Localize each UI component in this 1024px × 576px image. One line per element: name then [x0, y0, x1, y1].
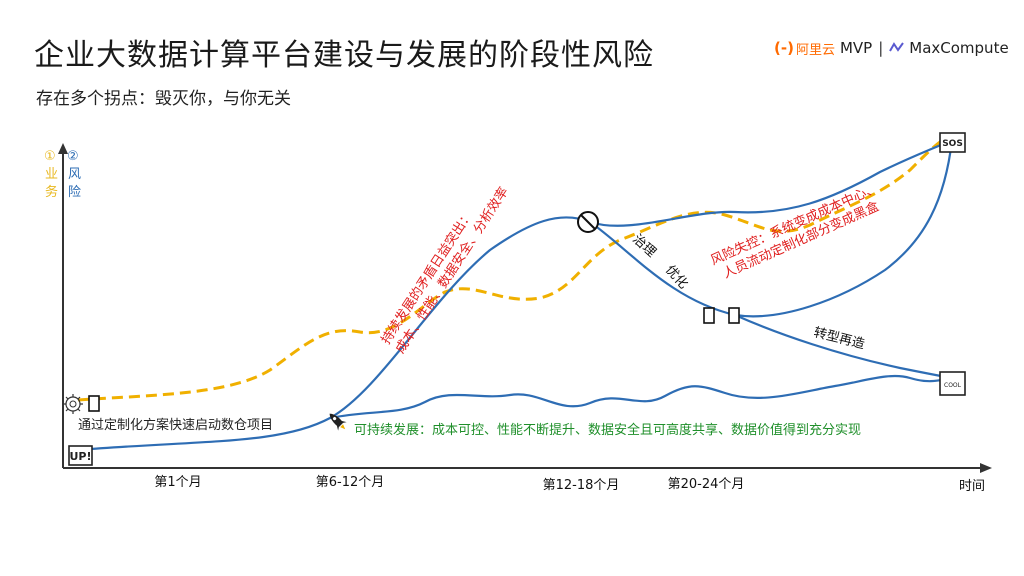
x-axis-arrow-icon — [980, 463, 992, 473]
legend-risk-char-2: 险 — [68, 185, 81, 200]
legend-business-num: ① — [44, 149, 56, 164]
cool-marker-label: COOL — [944, 382, 962, 389]
x-tick-2: 第6-12个月 — [316, 475, 385, 490]
optimize-annotation: 优化 — [662, 263, 691, 292]
sustainable-curve — [329, 374, 953, 420]
sos-marker-box — [939, 132, 966, 153]
risk-curve-upward — [77, 139, 953, 452]
y-axis-arrow-icon — [58, 143, 68, 154]
phone-icon — [88, 395, 100, 412]
business-curve — [77, 133, 953, 402]
conflict-annotation-line2: 成本、性能、数据安全、分析效率 — [392, 184, 512, 356]
start-annotation: 通过定制化方案快速启动数仓项目 — [78, 417, 273, 433]
legend-risk-num: ② — [67, 149, 79, 164]
sustainable-annotation: 可持续发展：成本可控、性能不断提升、数据安全且可高度共享、数据价值得到充分实现 — [354, 422, 861, 438]
start-marker-box — [68, 445, 93, 466]
logo-separator: | — [878, 39, 884, 57]
network-gear-icon — [63, 394, 83, 414]
legend-business-char-2: 务 — [45, 184, 58, 200]
maxcompute-label: MaxCompute — [909, 39, 1009, 57]
brand-logos: (-) 阿里云 MVP | MaxCompute — [774, 37, 1009, 59]
rocket-icon — [329, 413, 347, 431]
transform-annotation: 转型再造 — [812, 325, 866, 352]
sos-marker-label: SOS — [942, 139, 963, 149]
x-tick-3: 第12-18个月 — [543, 478, 620, 493]
x-tick-4: 第20-24个月 — [668, 477, 745, 492]
page-subtitle: 存在多个拐点：毁灭你，与你无关 — [36, 89, 291, 109]
mvp-label: MVP — [839, 39, 873, 57]
cool-marker-box — [939, 371, 966, 396]
legend-risk-char-1: 风 — [68, 167, 81, 182]
maxcompute-logo-icon — [889, 39, 905, 57]
x-axis-label: 时间 — [959, 479, 985, 494]
x-tick-1: 第1个月 — [154, 475, 201, 490]
risk-curve-governance — [589, 139, 954, 318]
aliyun-logo-text: 阿里云 — [795, 42, 835, 58]
aliyun-logo-icon: (-) — [774, 39, 794, 57]
phone-icon-left — [703, 307, 715, 324]
page-title: 企业大数据计算平台建设与发展的阶段性风险 — [34, 38, 654, 73]
legend-business-char-1: 业 — [45, 167, 58, 182]
forbidden-icon — [577, 211, 599, 233]
phone-icon-right — [728, 307, 740, 324]
start-marker-label: UP! — [69, 450, 91, 463]
risk-curve-transform — [734, 313, 953, 380]
